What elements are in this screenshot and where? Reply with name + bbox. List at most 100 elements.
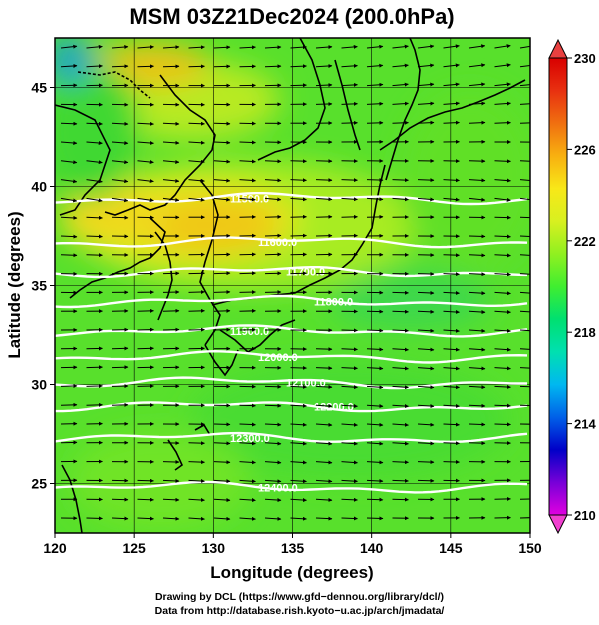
wind-vector — [494, 366, 511, 371]
wind-vector — [392, 478, 409, 483]
wind-vector — [366, 516, 384, 521]
wind-vector — [519, 254, 530, 256]
contour-label: 11800.0 — [314, 296, 353, 308]
y-axis-ticks: 25 30 35 40 45 — [31, 80, 55, 492]
wind-vector — [417, 44, 435, 49]
wind-vector — [417, 460, 435, 465]
wind-vector — [443, 291, 460, 296]
wind-vector — [341, 366, 358, 371]
wind-vector — [290, 233, 307, 238]
wind-vector — [213, 197, 231, 202]
wind-vector — [366, 366, 384, 371]
wind-vector — [366, 497, 384, 502]
wind-vector — [366, 63, 384, 68]
wind-vector — [239, 516, 256, 521]
wind-vector — [162, 121, 180, 126]
wind-vector — [111, 197, 129, 203]
y-tick-label: 45 — [31, 80, 47, 96]
wind-vector — [366, 328, 384, 333]
wind-vector — [264, 233, 282, 238]
wind-vector — [341, 63, 358, 68]
wind-vector — [137, 327, 154, 332]
wind-vector — [392, 101, 409, 106]
wind-vector — [264, 479, 282, 484]
wind-vector — [188, 479, 205, 484]
wind-vector — [111, 497, 129, 502]
wind-vector — [213, 45, 231, 50]
wind-vector — [239, 64, 256, 69]
footer-line-drawing: Drawing by DCL (https://www.gfd−dennou.o… — [154, 591, 445, 603]
wind-vector — [494, 403, 511, 408]
x-tick-label: 130 — [202, 540, 226, 556]
y-tick-label: 40 — [31, 179, 47, 195]
wind-vector — [494, 253, 511, 258]
wind-vector — [60, 197, 78, 203]
wind-vector — [494, 272, 511, 277]
wind-vector — [213, 140, 231, 145]
wind-vector — [494, 234, 511, 239]
wind-vector — [188, 460, 205, 465]
wind-vector — [494, 385, 511, 390]
contour-label: 11600.0 — [258, 237, 297, 249]
wind-vector — [137, 478, 154, 483]
wind-vector — [392, 197, 409, 202]
wind-vector — [239, 159, 256, 164]
wind-vector — [519, 235, 530, 238]
wind-vector — [315, 366, 333, 371]
wind-vector — [290, 45, 307, 50]
wind-vector — [86, 234, 103, 239]
wind-vector — [162, 159, 180, 164]
wind-vector — [264, 516, 282, 521]
wind-vector — [188, 45, 205, 50]
wind-vector — [392, 441, 409, 446]
x-tick-label: 135 — [281, 540, 305, 556]
wind-vector — [417, 404, 435, 409]
wind-vector — [188, 290, 205, 295]
wind-vector — [366, 479, 384, 484]
wind-vector — [366, 197, 384, 202]
wind-vector — [468, 234, 486, 239]
wind-vector — [188, 121, 205, 126]
wind-vector — [443, 101, 460, 106]
wind-vector — [468, 422, 486, 427]
wind-vector — [468, 403, 486, 408]
wind-vector — [162, 478, 180, 483]
wind-vector — [188, 497, 205, 502]
wind-vector — [468, 310, 486, 315]
wind-vector — [341, 441, 358, 446]
contour-label: 12400.0 — [258, 482, 298, 494]
wind-vector — [188, 308, 205, 313]
x-tick-label: 150 — [518, 540, 542, 556]
wind-vector — [468, 291, 486, 296]
wind-vector — [315, 347, 333, 352]
wind-vector — [519, 367, 530, 369]
wind-vector — [86, 365, 103, 370]
wind-vector — [417, 478, 435, 483]
wind-vector — [86, 516, 103, 521]
wind-vector — [392, 63, 409, 68]
x-tick-label: 125 — [122, 540, 146, 556]
wind-vector — [188, 197, 205, 202]
contour-label: 12100.0 — [286, 378, 326, 390]
wind-vector — [366, 178, 384, 183]
wind-vector — [290, 365, 307, 370]
wind-vector — [443, 272, 460, 277]
wind-vector — [417, 290, 435, 295]
wind-vector — [86, 44, 103, 49]
wind-vector — [519, 216, 530, 219]
wind-vector — [213, 422, 231, 427]
wind-vector — [519, 64, 530, 68]
wind-vector — [417, 441, 435, 446]
wind-vector — [494, 178, 511, 183]
wind-vector — [366, 385, 384, 390]
wind-vector — [443, 253, 460, 258]
wind-vector — [111, 45, 129, 49]
colorbar-min-triangle — [548, 514, 568, 535]
wind-vector — [137, 45, 154, 50]
wind-vector — [86, 160, 103, 165]
wind-vector — [392, 178, 409, 183]
wind-vector — [315, 64, 333, 69]
temperature-shading — [55, 38, 530, 530]
wind-vector — [86, 215, 103, 220]
wind-vector — [468, 441, 486, 446]
